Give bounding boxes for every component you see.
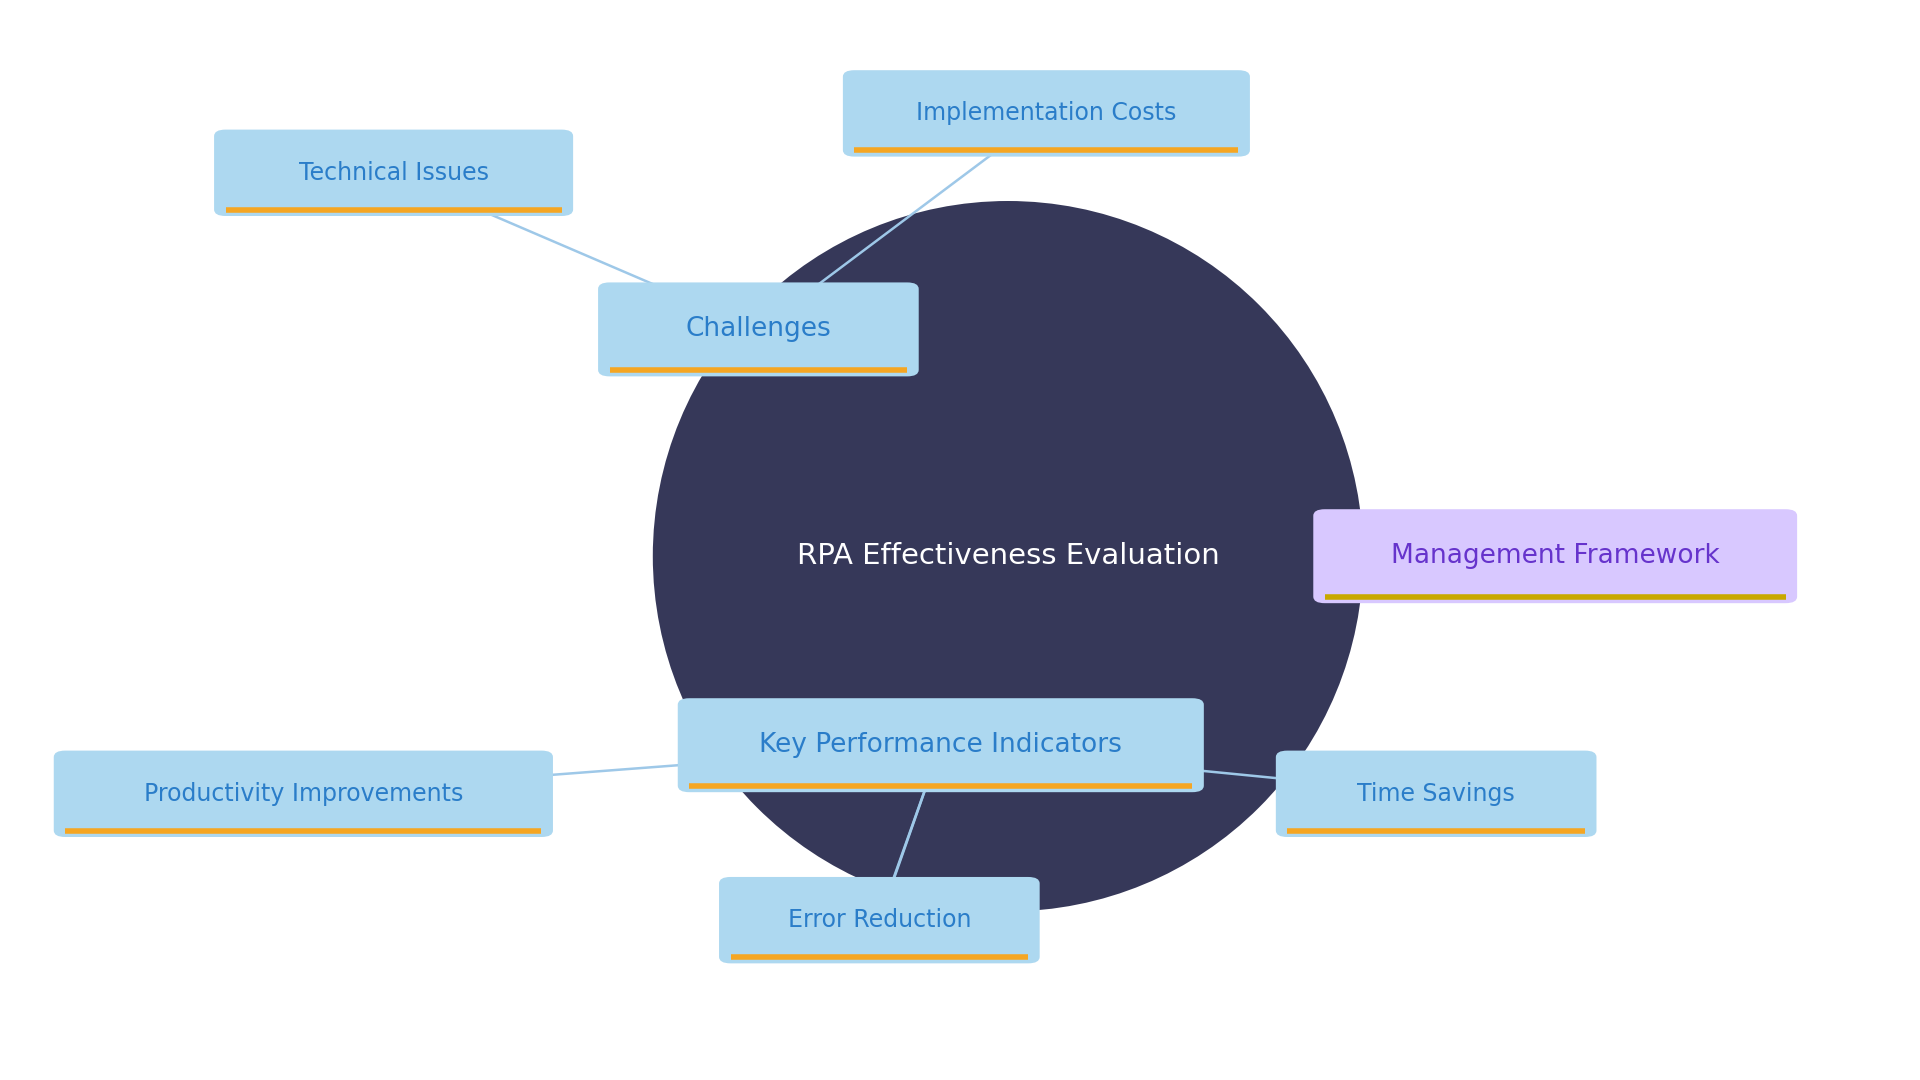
Text: Time Savings: Time Savings (1357, 782, 1515, 806)
FancyBboxPatch shape (599, 283, 918, 376)
Text: RPA Effectiveness Evaluation: RPA Effectiveness Evaluation (797, 542, 1219, 570)
FancyBboxPatch shape (1313, 510, 1797, 603)
Text: Technical Issues: Technical Issues (300, 161, 488, 185)
Text: Productivity Improvements: Productivity Improvements (144, 782, 463, 806)
FancyBboxPatch shape (678, 698, 1204, 793)
Text: Key Performance Indicators: Key Performance Indicators (760, 732, 1121, 758)
Text: Implementation Costs: Implementation Costs (916, 102, 1177, 125)
FancyBboxPatch shape (718, 877, 1041, 963)
Text: Management Framework: Management Framework (1390, 543, 1720, 569)
Text: Error Reduction: Error Reduction (787, 908, 972, 932)
FancyBboxPatch shape (1275, 751, 1597, 837)
FancyBboxPatch shape (213, 130, 572, 216)
FancyBboxPatch shape (54, 751, 553, 837)
Text: Challenges: Challenges (685, 316, 831, 342)
Ellipse shape (653, 201, 1363, 912)
FancyBboxPatch shape (843, 70, 1250, 157)
